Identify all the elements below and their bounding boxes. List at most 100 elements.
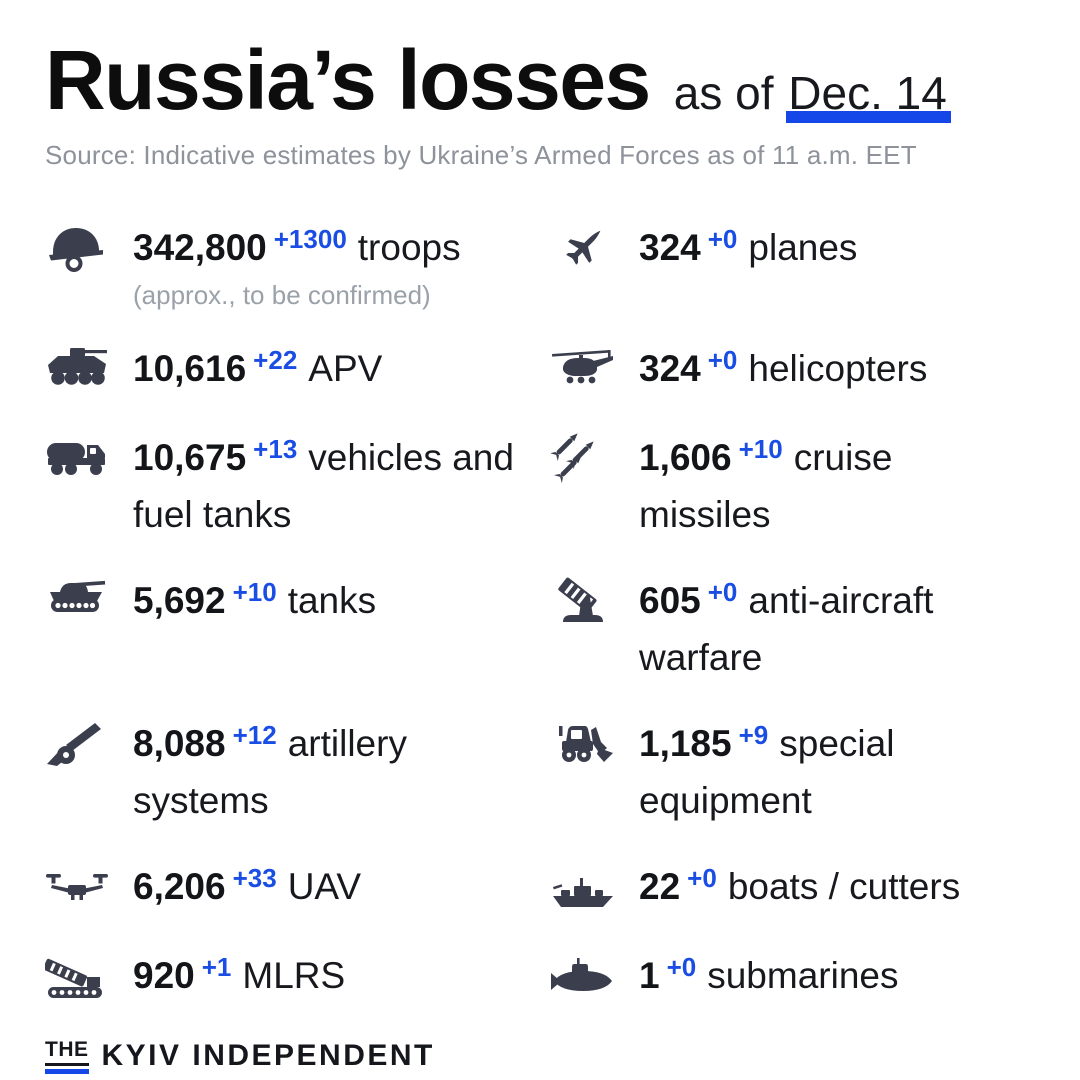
- stat-vehicles: 10,675 +13 vehicles and fuel tanks: [45, 431, 551, 542]
- stat-text: 10,675 +13 vehicles and fuel tanks: [133, 431, 514, 542]
- stat-label: artillery systems: [133, 723, 407, 822]
- stats-row: 920 +1 MLRS 1 +0 submarines: [45, 949, 1035, 1006]
- stat-delta: +1: [201, 952, 232, 983]
- stat-value: 1,606: [639, 437, 732, 479]
- page-title: Russia’s losses: [45, 33, 651, 127]
- stats-grid: 342,800 +1300 troops (approx., to be confi…: [45, 221, 1035, 1006]
- stat-value: 5,692: [133, 580, 226, 622]
- stat-value: 10,675: [133, 437, 247, 479]
- special-equipment-icon: [551, 717, 615, 771]
- stat-note: (approx., to be confirmed): [133, 280, 431, 311]
- jet-icon: [551, 221, 615, 275]
- stat-text: 605 +0 anti-aircraft warfare: [639, 574, 933, 685]
- stat-value: 1: [639, 955, 660, 997]
- stat-delta: +0: [707, 224, 738, 255]
- stat-delta: +13: [253, 434, 298, 465]
- stat-value: 324: [639, 227, 701, 269]
- stat-label: APV: [308, 348, 383, 390]
- stat-text: 920 +1 MLRS: [133, 949, 345, 1006]
- stat-label: troops: [357, 227, 461, 269]
- brand-logo: THE KYIV INDEPENDENT: [45, 1038, 1035, 1075]
- mlrs-icon: [45, 949, 109, 1003]
- stat-helicopters: 324 +0 helicopters: [551, 342, 1035, 399]
- source-line: Source: Indicative estimates by Ukraine’…: [45, 140, 917, 171]
- title-suffix: as of Dec. 14: [674, 66, 951, 123]
- stats-row: 10,616 +22 APV 324 +0 helicopters: [45, 342, 1035, 399]
- stat-value: 324: [639, 348, 701, 390]
- stats-row: 8,088 +12 artillery systems: [45, 717, 1035, 828]
- stat-label: boats / cutters: [727, 866, 961, 908]
- stat-text: 1 +0 submarines: [639, 949, 899, 1006]
- stat-tanks: 5,692 +10 tanks: [45, 574, 551, 685]
- brand-blue-bar: [45, 1069, 89, 1075]
- stat-value: 605: [639, 580, 701, 622]
- boat-icon: [551, 860, 615, 914]
- brand-the-block: THE: [45, 1038, 89, 1075]
- stat-boats: 22 +0 boats / cutters: [551, 860, 1035, 917]
- stat-label: submarines: [707, 955, 899, 997]
- stat-delta: +9: [738, 720, 769, 751]
- stat-label: UAV: [287, 866, 362, 908]
- stat-label: special equipment: [639, 723, 895, 822]
- stat-troops: 342,800 +1300 troops (approx., to be confi…: [45, 221, 551, 310]
- stat-artillery: 8,088 +12 artillery systems: [45, 717, 551, 828]
- stat-label: vehicles and fuel tanks: [133, 437, 514, 536]
- stat-text: 324 +0 helicopters: [639, 342, 927, 399]
- stat-text: 10,616 +22 APV: [133, 342, 382, 399]
- stat-delta: +1300: [273, 224, 347, 255]
- stat-value: 6,206: [133, 866, 226, 908]
- stats-row: 10,675 +13 vehicles and fuel tanks: [45, 431, 1035, 542]
- drone-icon: [45, 860, 109, 914]
- stat-text: 22 +0 boats / cutters: [639, 860, 960, 917]
- stat-delta: +12: [232, 720, 277, 751]
- stat-cruise-missiles: 1,606 +10 cruise missiles: [551, 431, 1035, 542]
- artillery-icon: [45, 717, 109, 771]
- stat-value: 342,800: [133, 227, 267, 269]
- stat-anti-aircraft: 605 +0 anti-aircraft warfare: [551, 574, 1035, 685]
- as-of-label: as of: [673, 67, 774, 119]
- stat-mlrs: 920 +1 MLRS: [45, 949, 551, 1006]
- stat-delta: +0: [707, 577, 738, 608]
- brand-name: KYIV INDEPENDENT: [101, 1039, 435, 1073]
- stat-value: 22: [639, 866, 681, 908]
- helicopter-icon: [551, 342, 615, 396]
- stat-delta: +0: [666, 952, 697, 983]
- stats-row: 5,692 +10 tanks: [45, 574, 1035, 685]
- stat-text: 5,692 +10 tanks: [133, 574, 376, 631]
- stat-delta: +0: [687, 863, 717, 894]
- stat-special-equipment: 1,185 +9 special equipment: [551, 717, 1035, 828]
- stat-label: cruise missiles: [639, 437, 893, 536]
- tank-icon: [45, 574, 109, 628]
- stat-delta: +22: [253, 345, 298, 376]
- stat-text: 1,185 +9 special equipment: [639, 717, 894, 828]
- stat-label: anti-aircraft warfare: [639, 580, 934, 679]
- anti-aircraft-icon: [551, 574, 615, 628]
- stats-row: 6,206 +33 UAV 22 +0 boats / cutters: [45, 860, 1035, 917]
- stat-text: 8,088 +12 artillery systems: [133, 717, 407, 828]
- stat-uav: 6,206 +33 UAV: [45, 860, 551, 917]
- header: Russia’s losses as of Dec. 14: [45, 36, 1035, 124]
- stat-label: MLRS: [242, 955, 346, 997]
- stat-planes: 324 +0 planes: [551, 221, 1035, 310]
- stat-value: 920: [133, 955, 195, 997]
- stat-text: 324 +0 planes: [639, 221, 857, 278]
- stat-delta: +10: [738, 434, 783, 465]
- stat-delta: +10: [232, 577, 277, 608]
- stat-label: helicopters: [748, 348, 928, 390]
- stat-text: 1,606 +10 cruise missiles: [639, 431, 892, 542]
- stat-label: planes: [748, 227, 858, 269]
- fuel-truck-icon: [45, 431, 109, 485]
- stat-apv: 10,616 +22 APV: [45, 342, 551, 399]
- stat-text: 6,206 +33 UAV: [133, 860, 361, 917]
- submarine-icon: [551, 949, 615, 1003]
- stat-value: 10,616: [133, 348, 247, 390]
- stat-text: 342,800 +1300 troops (approx., to be confi…: [133, 221, 461, 310]
- stats-row: 342,800 +1300 troops (approx., to be confi…: [45, 221, 1035, 310]
- stat-delta: +33: [232, 863, 277, 894]
- brand-the: THE: [45, 1038, 89, 1067]
- apv-icon: [45, 342, 109, 396]
- helmet-icon: [45, 221, 109, 275]
- missiles-icon: [551, 431, 615, 485]
- stat-delta: +0: [707, 345, 738, 376]
